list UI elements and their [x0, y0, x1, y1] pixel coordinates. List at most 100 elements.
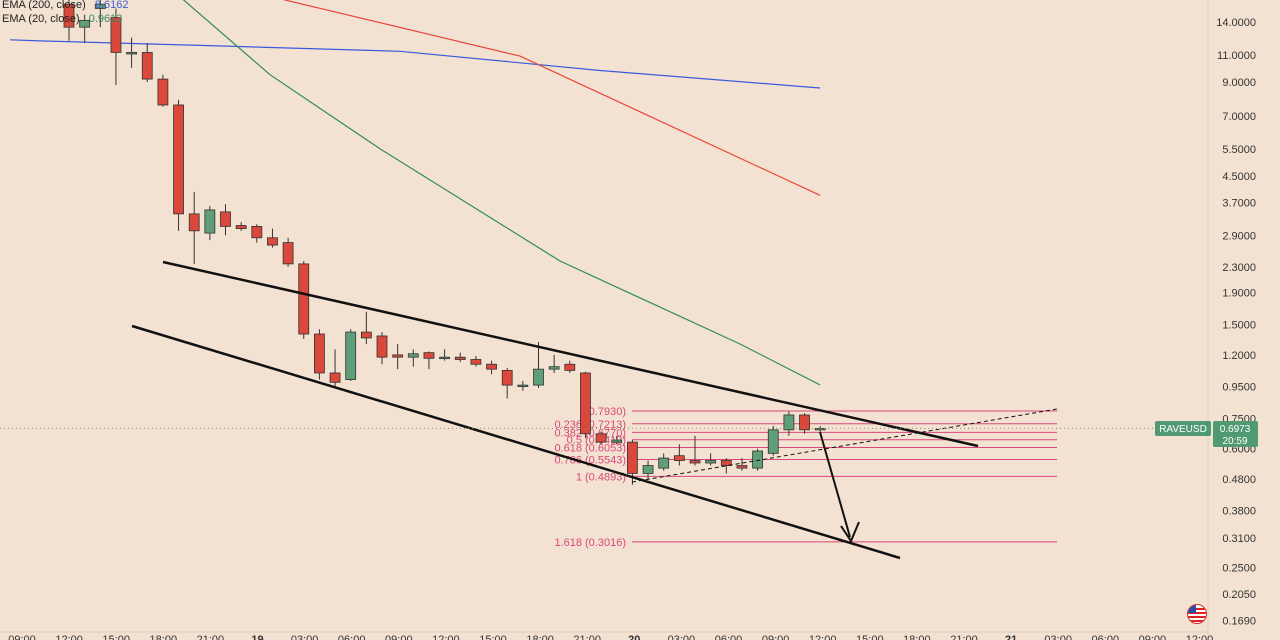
candle-body — [627, 441, 638, 474]
price-tag-value: 0.6973 — [1220, 424, 1251, 435]
y-tick-label: 0.4800 — [1222, 474, 1256, 486]
projection-dashed-line — [631, 408, 1058, 483]
candle-body — [110, 17, 122, 53]
candle — [658, 453, 670, 471]
y-tick-label: 1.9000 — [1222, 288, 1256, 300]
symbol-tag-label: RAVEUSD — [1159, 424, 1207, 435]
candle-body — [204, 209, 216, 234]
current-price-tag: RAVEUSD 0.6973 20:59 — [1155, 421, 1258, 447]
x-tick-label: 15:00 — [856, 634, 884, 640]
channel-upper-line — [162, 260, 979, 448]
fib-level-label: 0.786 (0.5543) — [554, 454, 626, 466]
y-tick-label: 11.0000 — [1217, 50, 1256, 62]
candle-body — [642, 465, 654, 474]
candle — [126, 37, 137, 68]
y-tick-label: 2.3000 — [1222, 262, 1256, 274]
ema-layer — [9, 0, 821, 386]
x-tick-label: 19 — [251, 634, 263, 640]
x-tick-label: 18:00 — [526, 634, 554, 640]
candle-body — [517, 384, 529, 387]
candle — [251, 224, 263, 243]
candle — [501, 367, 513, 399]
x-tick-label: 06:00 — [715, 634, 743, 640]
fib-level-label: (0.7930) — [585, 406, 626, 418]
x-tick-label: 06:00 — [1092, 634, 1120, 640]
candle-body — [720, 460, 732, 466]
candle-body — [63, 3, 75, 28]
x-tick-label: 15:00 — [102, 634, 130, 640]
fibonacci-levels: (0.7930)0.236 (0.7213)0.382 (0.6770)0.5 … — [554, 406, 1057, 549]
candle — [235, 222, 247, 231]
x-tick-label: 21 — [1005, 634, 1017, 640]
legend-ema-20-label: EMA (20, close) — [2, 13, 80, 25]
legend-ema-200: EMA (200, close) 8.6162 — [2, 0, 128, 11]
time-axis: 09:00 12:00 15:00 18:00 21:00 19 03:00 06:00 09:… — [8, 634, 1213, 640]
candle — [313, 329, 325, 380]
candle-body — [783, 414, 795, 431]
legend-ema-200-value: 8.6162 — [94, 0, 129, 11]
x-tick-label: 12:00 — [55, 634, 83, 640]
candle — [799, 413, 810, 434]
candle — [486, 360, 497, 375]
candle — [454, 352, 466, 362]
candle-body — [611, 439, 623, 443]
price-tag-background — [1213, 421, 1258, 447]
candle — [767, 425, 779, 456]
fib-level-label: 1 (0.4893) — [576, 471, 626, 483]
candle — [517, 380, 529, 391]
us-flag-icon[interactable] — [1187, 604, 1207, 624]
candle-body — [345, 331, 357, 380]
candle — [63, 0, 75, 41]
candle — [580, 371, 591, 438]
fib-level-label: 1.618 (0.3016) — [554, 537, 626, 549]
y-tick-label: 5.5000 — [1222, 144, 1256, 156]
candle-body — [267, 237, 278, 246]
candle-body — [767, 429, 779, 454]
x-tick-label: 03:00 — [668, 634, 696, 640]
candle-body — [799, 414, 810, 431]
candle-body — [548, 366, 560, 370]
x-tick-label: 09:00 — [385, 634, 413, 640]
x-tick-label: 12:00 — [1186, 634, 1214, 640]
candle — [470, 356, 482, 367]
candle — [720, 458, 732, 474]
candle-body — [94, 3, 106, 9]
x-tick-label: 18:00 — [150, 634, 178, 640]
x-tick-label: 20 — [628, 634, 640, 640]
candle-body — [220, 211, 231, 227]
fib-level-label: 0.618 (0.6053) — [554, 443, 626, 455]
candle-body — [392, 354, 404, 358]
x-tick-label: 15:00 — [479, 634, 507, 640]
candle — [595, 431, 607, 445]
candle-body — [173, 104, 184, 215]
candle — [407, 349, 419, 367]
candle — [548, 354, 560, 373]
candle — [611, 435, 623, 445]
x-tick-label: 18:00 — [903, 634, 931, 640]
legend-ema-200-label: EMA (200, close) — [2, 0, 86, 11]
price-axis: 14.0000 11.0000 9.0000 7.0000 5.5000 4.5000 3.… — [1216, 17, 1256, 627]
y-tick-label: 1.2000 — [1222, 350, 1256, 362]
candle-body — [141, 52, 153, 80]
candle-body — [470, 359, 482, 365]
candle-body — [533, 368, 544, 386]
candle-body — [360, 331, 372, 339]
candle — [79, 14, 91, 44]
y-tick-label: 7.0000 — [1222, 111, 1256, 123]
candle-body — [157, 78, 169, 106]
y-tick-label: 0.1690 — [1222, 615, 1256, 627]
candle — [298, 261, 310, 339]
x-tick-label: 12:00 — [809, 634, 837, 640]
candle — [94, 0, 106, 28]
candle-body — [454, 356, 466, 360]
candle-body — [251, 225, 263, 239]
candle — [173, 99, 184, 231]
y-tick-label: 1.5000 — [1222, 320, 1256, 332]
candle — [752, 448, 763, 471]
candle — [329, 349, 341, 387]
y-tick-label: 4.5000 — [1222, 171, 1256, 183]
x-tick-label: 09:00 — [762, 634, 790, 640]
ema-200-line — [9, 39, 821, 89]
candle — [736, 458, 748, 471]
